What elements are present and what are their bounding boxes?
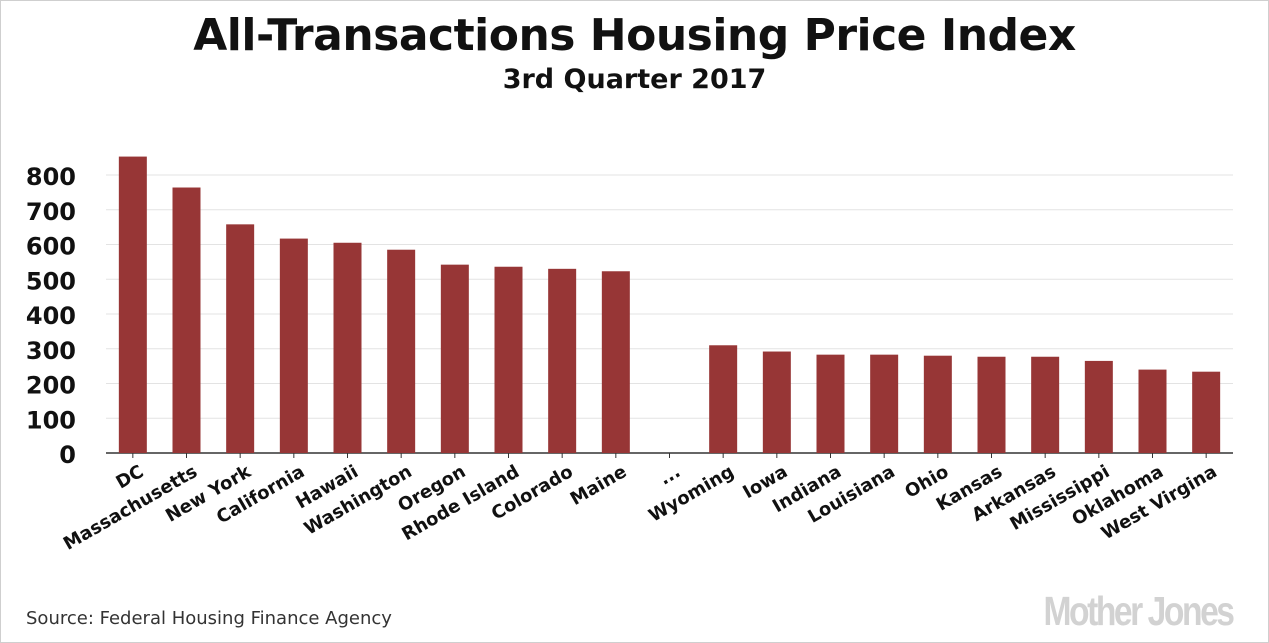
bar-hawaii	[333, 242, 362, 453]
bar-new-york	[226, 224, 255, 453]
bar-maine	[601, 271, 630, 453]
y-tick-label: 300	[26, 337, 76, 365]
bar-west-virgina	[1192, 371, 1221, 453]
bar-rhode-island	[494, 266, 523, 453]
bar-oregon	[440, 264, 469, 453]
bar-indiana	[816, 354, 845, 453]
y-tick-label: 500	[26, 267, 76, 295]
bar-ohio	[923, 355, 952, 453]
bar-iowa	[762, 351, 791, 453]
y-tick-label: 700	[26, 198, 76, 226]
source-note: Source: Federal Housing Finance Agency	[26, 608, 392, 629]
bar-kansas	[977, 356, 1006, 453]
bar-oklahoma	[1138, 369, 1167, 453]
gridlines	[106, 174, 1233, 454]
bar-california	[279, 238, 308, 453]
y-tick-label: 400	[26, 302, 76, 330]
y-tick-label: 800	[26, 163, 76, 191]
bar-colorado	[548, 268, 577, 453]
y-tick-label: 100	[26, 406, 76, 434]
chart-subtitle: 3rd Quarter 2017	[502, 64, 767, 95]
y-tick-label: 0	[59, 441, 76, 469]
bar-dc	[118, 156, 147, 453]
y-axis: 0 100 200 300 400 500 600 700 800	[26, 163, 76, 469]
x-tick-label: ...	[656, 461, 684, 489]
bar-massachusetts	[172, 187, 201, 453]
x-tick-label: Maine	[567, 461, 631, 510]
chart-title: All-Transactions Housing Price Index	[193, 10, 1076, 61]
bar-louisiana	[870, 354, 899, 453]
bar-wyoming	[709, 345, 738, 453]
bar-mississippi	[1084, 360, 1113, 453]
bars	[118, 156, 1221, 453]
y-tick-label: 600	[26, 233, 76, 261]
y-tick-label: 200	[26, 372, 76, 400]
bar-washington	[387, 249, 416, 453]
mother-jones-logo: Mother Jones	[1043, 588, 1236, 634]
bar-arkansas	[1031, 356, 1060, 453]
